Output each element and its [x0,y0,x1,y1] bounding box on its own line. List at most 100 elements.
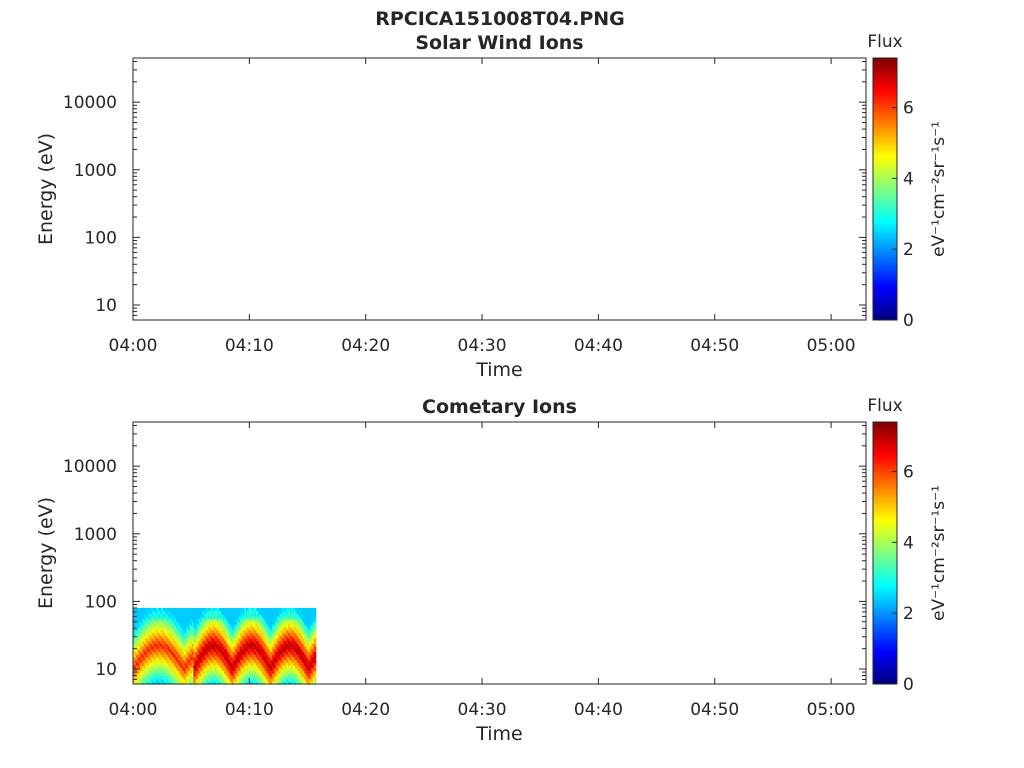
heatmap-cell [180,643,183,647]
heatmap-cell [285,662,288,666]
heatmap-cell [167,678,170,682]
heatmap-cell [241,629,244,633]
heatmap-cell [158,662,161,666]
heatmap-cell [213,675,216,680]
heatmap-cell [184,670,187,674]
heatmap-cell [141,659,144,663]
heatmap-cell [264,656,267,661]
heatmap-cell [274,659,277,663]
heatmap-cell [222,662,225,666]
heatmap-cell [219,648,222,653]
heatmap-cell [312,621,315,625]
heatmap-cell [187,626,190,631]
heatmap-cell [137,632,140,636]
heatmap-cell [137,673,140,677]
heatmap-cell [293,632,296,636]
heatmap-cell [304,678,307,682]
heatmap-cell [269,613,272,617]
heatmap-cell [283,635,286,639]
heatmap-cell [192,656,195,661]
heatmap-cell [258,673,261,677]
heatmap-cell [282,656,285,661]
x-tick-label: 04:00 [109,336,158,356]
heatmap-cell [156,637,159,642]
heatmap-cell [173,651,176,655]
heatmap-cell [224,626,227,631]
heatmap-cell [277,640,280,644]
heatmap-cell [296,675,299,680]
heatmap-cell [264,618,267,623]
heatmap-cell [153,632,156,636]
heatmap-cell [226,645,229,650]
heatmap-cell [153,675,156,680]
heatmap-cell [169,664,172,669]
heatmap-cell [235,667,238,672]
heatmap-cell [272,651,275,655]
heatmap-cell [308,637,311,642]
heatmap-cell [154,640,157,644]
heatmap-cell [190,632,193,636]
heatmap-cell [257,607,260,612]
heatmap-cell [197,640,200,644]
heatmap-cell [189,640,192,644]
heatmap-cell [199,618,202,623]
heatmap-cell [241,659,244,663]
heatmap-cell [269,645,272,650]
heatmap-cell [301,621,304,625]
heatmap-cell [270,675,273,680]
heatmap-cell [163,673,166,677]
heatmap-cell [276,678,279,682]
heatmap-cell [258,662,261,666]
heatmap-cell [254,643,257,647]
heatmap-cell [299,624,302,628]
heatmap-cell [314,645,317,650]
heatmap-cell [158,670,161,674]
heatmap-cell [251,681,254,685]
heatmap-cell [270,637,273,642]
heatmap-cell [228,670,231,674]
heatmap-cell [190,656,193,661]
heatmap-cell [226,659,229,663]
heatmap-cell [258,626,261,631]
heatmap-cell [194,670,198,674]
heatmap-cell [311,673,314,677]
heatmap-cell [241,675,244,680]
heatmap-cell [166,640,169,644]
heatmap-cell [133,659,136,663]
heatmap-cell [231,643,234,647]
heatmap-cell [273,629,276,633]
heatmap-cell [312,629,315,633]
heatmap-cell [257,637,260,642]
heatmap-cell [141,664,144,669]
heatmap-cell [285,613,288,617]
heatmap-cell [296,659,299,663]
heatmap-cell [174,618,177,623]
heatmap-cell [240,624,243,628]
heatmap-cell [260,651,263,655]
heatmap-cell [193,654,196,658]
heatmap-cell [144,673,147,677]
heatmap-cell [140,643,143,647]
heatmap-cell [270,618,273,623]
heatmap-cell [285,664,288,669]
heatmap-cell [237,670,240,674]
heatmap-cell [276,637,279,642]
colorbar-tick-label: 4 [903,169,914,189]
heatmap-cell [308,675,311,680]
heatmap-cell [151,651,154,655]
heatmap-cell [293,645,296,650]
heatmap-cell [257,664,260,669]
heatmap-cell [264,635,267,639]
heatmap-cell [209,675,212,680]
heatmap-cell [296,632,299,636]
heatmap-cell [196,629,199,633]
heatmap-cell [161,667,164,672]
heatmap-cell [229,635,232,639]
heatmap-cell [308,629,311,633]
heatmap-cell [134,675,137,680]
heatmap-cell [222,613,225,617]
heatmap-cell [311,621,314,625]
heatmap-cell [160,624,163,628]
y-tick-label: 100 [85,592,117,612]
heatmap-cell [309,643,312,647]
